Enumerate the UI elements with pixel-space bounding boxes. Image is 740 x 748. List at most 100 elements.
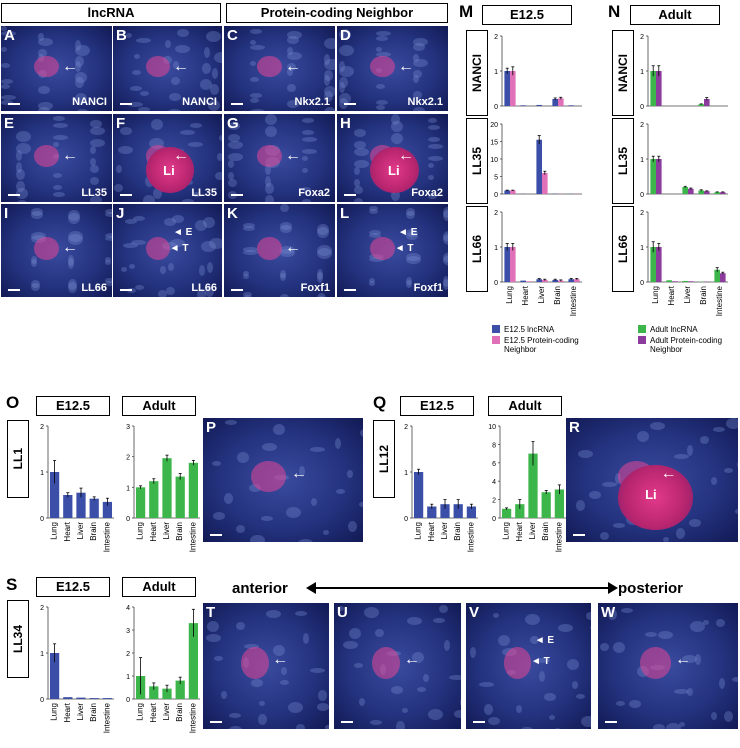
- micrograph-f: Li ← F LL35: [113, 114, 222, 202]
- label-m: M: [459, 2, 474, 21]
- category-label: Lung: [50, 522, 59, 540]
- bar: [682, 187, 688, 194]
- arrow-icon: ←: [62, 58, 79, 76]
- category-label: Heart: [63, 521, 72, 541]
- arrow-icon: ←: [675, 650, 691, 668]
- stage-q-adult: Adult: [488, 396, 562, 416]
- y-tick-label: 1: [640, 69, 644, 76]
- anterior-label: anterior: [232, 580, 288, 597]
- signal-region: [257, 55, 282, 77]
- scale-bar: [473, 721, 485, 723]
- scale-bar: [210, 721, 222, 723]
- category-label: Liver: [162, 703, 171, 721]
- y-tick-label: 0: [494, 104, 498, 111]
- scale-bar: [231, 103, 243, 105]
- category-label: Liver: [537, 286, 546, 304]
- bar: [656, 71, 662, 106]
- bar: [515, 504, 525, 518]
- scale-bar: [573, 534, 585, 536]
- bar: [650, 247, 656, 282]
- y-tick-label: 1: [494, 69, 498, 76]
- panel-label: A: [4, 27, 15, 44]
- y-tick-label: 8: [492, 442, 496, 449]
- gene-ll1: LL1: [7, 420, 29, 498]
- label-n: N: [608, 2, 621, 21]
- category-label: Liver: [683, 286, 692, 304]
- header-lncrna: lncRNA: [1, 3, 221, 23]
- y-tick-label: 15: [490, 140, 498, 147]
- bar: [175, 476, 185, 518]
- panel-label: G: [227, 115, 239, 132]
- micrograph-u: ← U: [334, 603, 461, 729]
- category-label: Lung: [136, 522, 145, 540]
- annotation-t: ◄ T: [531, 655, 550, 667]
- annotation-e: ◄ E: [534, 634, 555, 646]
- liver-region: [370, 147, 420, 194]
- y-tick-label: 0: [40, 516, 44, 523]
- scale-bar: [605, 721, 617, 723]
- bar: [76, 492, 86, 518]
- bar: [162, 458, 172, 518]
- micrograph-l: ◄ E ◄ T L Foxf1: [337, 204, 448, 297]
- signal-region: [257, 236, 282, 260]
- bar: [536, 279, 542, 282]
- gene-ll66-n: LL66: [612, 206, 634, 292]
- micrograph-g: ← G Foxa2: [224, 114, 335, 202]
- arrow-icon: ←: [291, 465, 307, 483]
- y-tick-label: 2: [126, 455, 130, 462]
- panel-label: F: [116, 115, 126, 132]
- category-label: Intestine: [466, 521, 475, 552]
- bar: [554, 489, 565, 518]
- bar: [714, 192, 720, 194]
- label-o: O: [6, 393, 20, 412]
- scale-bar: [120, 103, 132, 105]
- bar: [49, 472, 60, 518]
- bar: [520, 280, 526, 282]
- posterior-label: posterior: [618, 580, 684, 597]
- y-tick-label: 3: [126, 628, 130, 635]
- panel-tag: Foxa2: [298, 187, 330, 199]
- y-tick-label: 1: [404, 470, 408, 477]
- bar: [504, 247, 510, 282]
- annotation-t: ◄ T: [169, 243, 189, 255]
- bar: [542, 279, 548, 282]
- arrow-icon: ←: [660, 465, 677, 483]
- bar: [650, 71, 656, 106]
- bar: [520, 105, 526, 106]
- category-label: Heart: [427, 521, 436, 541]
- bar: [704, 99, 710, 106]
- y-tick-label: 1: [40, 651, 44, 658]
- y-tick-label: 1: [126, 485, 130, 492]
- bar: [427, 506, 437, 518]
- gene-ll35-m: LL35: [466, 118, 488, 204]
- y-tick-label: 0: [640, 104, 644, 111]
- panel-label: D: [340, 27, 351, 44]
- panel-tag: Nkx2.1: [294, 96, 330, 108]
- bar: [466, 506, 477, 518]
- panel-tag: Foxa2: [411, 187, 443, 199]
- bar: [188, 462, 199, 518]
- bar: [682, 280, 688, 282]
- signal-region: [370, 55, 395, 77]
- category-label: Lung: [651, 286, 660, 304]
- signal-region: [372, 647, 401, 679]
- signal-region: [640, 647, 671, 679]
- annotation-e: ◄ E: [172, 227, 193, 239]
- y-tick-label: 0: [640, 192, 644, 199]
- bar: [558, 98, 564, 106]
- panel-tag: LL66: [191, 282, 217, 294]
- y-tick-label: 2: [494, 34, 498, 41]
- category-label: Heart: [521, 285, 530, 305]
- y-tick-label: 0: [494, 192, 498, 199]
- bar: [135, 487, 146, 518]
- bar: [188, 623, 199, 699]
- label-q: Q: [373, 393, 387, 412]
- y-tick-label: 1: [40, 470, 44, 477]
- category-label: Liver: [76, 522, 85, 540]
- panel-label: J: [116, 205, 125, 222]
- category-label: Liver: [528, 522, 537, 540]
- category-label: Liver: [440, 522, 449, 540]
- bar: [536, 139, 542, 194]
- scale-bar: [120, 289, 132, 291]
- panel-label: H: [340, 115, 351, 132]
